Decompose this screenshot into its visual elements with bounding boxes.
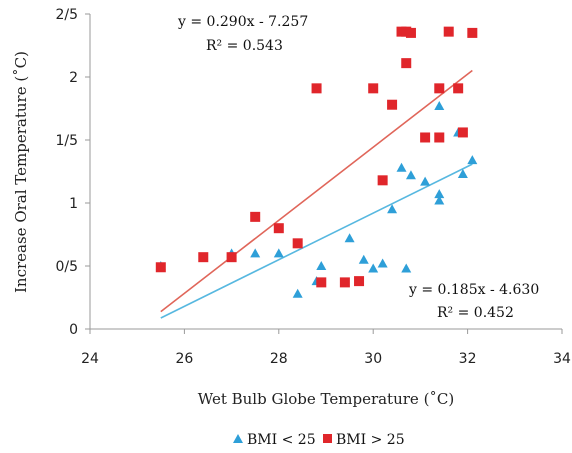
y-tick-label: 1 (69, 196, 78, 212)
y-tick-label: 0 (69, 322, 78, 338)
legend-label-bmi-under-25: BMI < 25 (247, 432, 316, 448)
x-tick-label: 28 (270, 351, 288, 367)
point-bmi-under-25 (292, 288, 303, 298)
x-tick-label: 24 (81, 351, 99, 367)
point-bmi-over-25 (434, 83, 445, 94)
point-bmi-over-25 (467, 27, 478, 38)
point-bmi-over-25 (198, 252, 209, 263)
y-tick-label: 0/5 (55, 259, 78, 275)
data-points (155, 26, 478, 298)
point-bmi-under-25 (377, 258, 388, 268)
point-bmi-over-25 (155, 262, 166, 273)
x-tick-label: 34 (553, 351, 571, 367)
point-bmi-over-25 (311, 83, 322, 94)
point-bmi-under-25 (434, 195, 445, 205)
point-bmi-over-25 (368, 83, 379, 94)
point-bmi-under-25 (434, 189, 445, 199)
point-bmi-over-25 (457, 127, 468, 138)
point-bmi-under-25 (434, 100, 445, 110)
blue-trend-r-squared: R² = 0.452 (437, 305, 514, 321)
point-bmi-over-25 (354, 276, 365, 287)
trendline-bmi-over-25 (160, 69, 473, 313)
point-bmi-over-25 (250, 211, 261, 222)
y-tick-label: 2 (69, 70, 78, 86)
point-bmi-under-25 (457, 169, 468, 179)
point-bmi-under-25 (467, 155, 478, 165)
axes (89, 14, 562, 330)
point-bmi-over-25 (292, 238, 303, 249)
x-tick-label: 30 (364, 351, 382, 367)
y-tick-label: 1/5 (55, 133, 78, 149)
point-bmi-under-25 (358, 254, 369, 264)
point-bmi-over-25 (316, 277, 327, 288)
point-bmi-under-25 (273, 248, 284, 258)
point-bmi-under-25 (420, 176, 431, 186)
point-bmi-over-25 (339, 277, 350, 288)
point-bmi-under-25 (250, 248, 261, 258)
legend: BMI < 25 BMI > 25 (233, 432, 405, 448)
legend-triangle-marker (233, 434, 243, 443)
point-bmi-under-25 (396, 162, 407, 172)
legend-label-bmi-over-25: BMI > 25 (336, 432, 405, 448)
y-tick-label: 2/5 (55, 7, 78, 23)
point-bmi-over-25 (273, 223, 284, 234)
point-bmi-over-25 (387, 99, 398, 110)
trendlines (160, 69, 473, 319)
blue-trend-equation: y = 0.185x - 4.630 (408, 282, 539, 298)
legend-square-marker (323, 434, 332, 443)
point-bmi-under-25 (316, 261, 327, 270)
point-bmi-over-25 (434, 132, 445, 143)
point-bmi-over-25 (420, 132, 431, 143)
red-trend-r-squared: R² = 0.543 (206, 38, 283, 54)
x-tick-label: 26 (175, 351, 193, 367)
point-bmi-over-25 (443, 26, 454, 37)
point-bmi-over-25 (377, 175, 388, 186)
point-bmi-over-25 (405, 27, 416, 38)
point-bmi-over-25 (401, 58, 412, 69)
x-ticks: 24 26 28 30 32 34 (81, 329, 571, 367)
point-bmi-over-25 (453, 83, 464, 94)
x-tick-label: 32 (459, 351, 477, 367)
point-bmi-under-25 (387, 204, 398, 214)
point-bmi-under-25 (401, 263, 412, 273)
point-bmi-over-25 (226, 252, 237, 263)
x-axis-title: Wet Bulb Globe Temperature (˚C) (198, 390, 455, 408)
point-bmi-under-25 (344, 233, 355, 243)
point-bmi-under-25 (405, 170, 416, 180)
point-bmi-under-25 (368, 263, 379, 273)
trendline-bmi-under-25 (160, 163, 473, 319)
y-ticks: 0 0/5 1 1/5 2 2/5 (55, 7, 90, 338)
y-axis-title: Increase Oral Temperature (˚C) (12, 51, 30, 293)
red-trend-equation: y = 0.290x - 7.257 (177, 14, 308, 30)
